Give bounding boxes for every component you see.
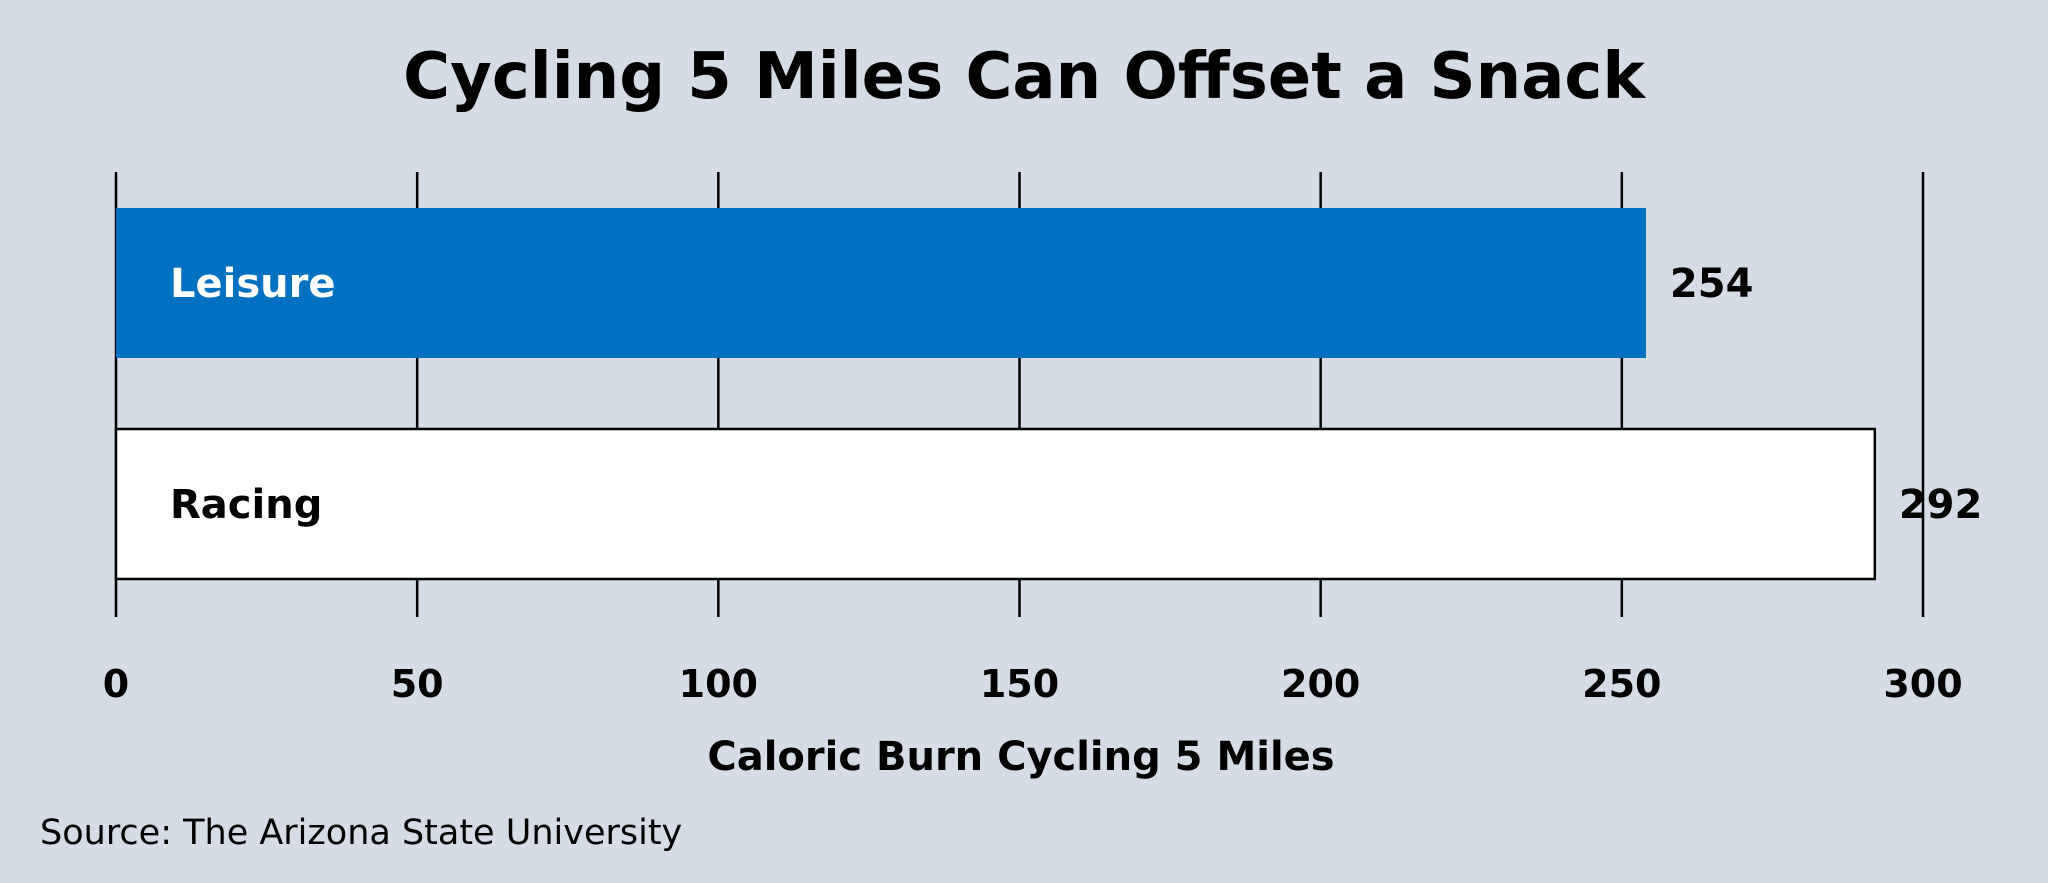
chart-title: Cycling 5 Miles Can Offset a Snack xyxy=(403,40,1646,114)
x-tick-label: 0 xyxy=(103,662,129,706)
bar-leisure xyxy=(116,208,1646,358)
bar-value-label: 254 xyxy=(1670,261,1754,307)
source-note: Source: The Arizona State University xyxy=(40,813,682,853)
bar-category-label: Leisure xyxy=(170,261,335,307)
x-tick-label: 150 xyxy=(980,662,1059,706)
x-axis-label: Caloric Burn Cycling 5 Miles xyxy=(707,734,1334,780)
x-tick-label: 100 xyxy=(679,662,758,706)
bar-value-label: 292 xyxy=(1899,482,1983,528)
x-tick-label: 300 xyxy=(1883,662,1962,706)
bar-category-label: Racing xyxy=(170,482,322,528)
bars: Leisure 254 Racing 292 xyxy=(114,208,1983,581)
x-tick-label: 200 xyxy=(1281,662,1360,706)
bar-racing xyxy=(114,427,1877,581)
x-axis-ticks: 0 50 100 150 200 250 300 xyxy=(103,662,1963,706)
x-tick-label: 50 xyxy=(391,662,444,706)
x-tick-label: 250 xyxy=(1582,662,1661,706)
